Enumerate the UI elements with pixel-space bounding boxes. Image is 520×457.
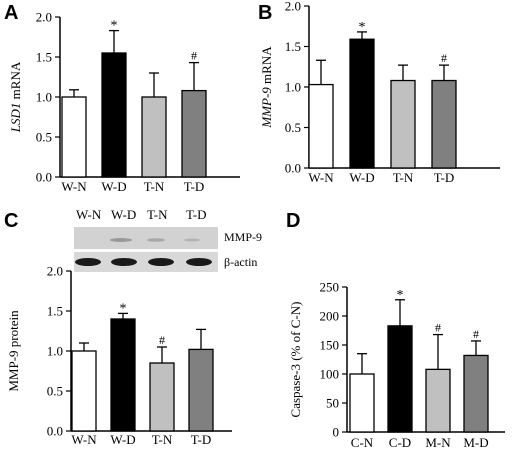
- y-tick-label: 0.5: [285, 120, 301, 135]
- significance-marker: #: [159, 333, 165, 347]
- chart-mmp9-mrna: 0.0 0.5 1.0 1.5 2.0 W-N * W-D T-N # T-D MMP-9 mRNA: [259, 0, 500, 185]
- bar: [431, 79, 457, 169]
- y-tick-label: 100: [320, 367, 340, 382]
- bar: [425, 368, 451, 433]
- significance-marker: *: [111, 19, 118, 34]
- y-tick-label: 250: [320, 280, 340, 295]
- actin-band: [186, 258, 212, 266]
- blot-lane-label: W-N: [76, 207, 102, 222]
- y-tick-label: 1.5: [47, 304, 63, 319]
- x-tick-label: M-N: [425, 435, 451, 450]
- bar: [390, 79, 416, 169]
- blot-band-label-actin: β-actin: [224, 255, 257, 269]
- panel-letter-a: A: [4, 2, 18, 24]
- y-axis-label-text: Caspase-3 (% of C-N): [288, 302, 303, 418]
- y-tick-label: 0.0: [285, 161, 301, 176]
- significance-marker: *: [397, 288, 404, 303]
- y-tick-label: 1.0: [285, 80, 301, 95]
- y-tick-label: 1.5: [285, 39, 301, 54]
- actin-band: [75, 258, 101, 266]
- y-tick-label: 0.0: [47, 424, 63, 439]
- x-tick-label: C-D: [389, 435, 411, 450]
- x-tick-label: M-D: [463, 435, 488, 450]
- y-axis-label-text: mRNA: [8, 61, 23, 102]
- y-tick-label: 50: [326, 396, 339, 411]
- x-tick-label: W-N: [71, 432, 97, 447]
- mmp9-band: [184, 238, 200, 242]
- chart-lsd1-mrna: 0.0 0.5 1.0 1.5 2.0 W-N * W-D T-N # T-D LSD1 mRNA: [8, 10, 240, 194]
- panel-letter-c: C: [4, 210, 18, 232]
- y-tick-label: 1.0: [47, 344, 63, 359]
- x-tick-label: T-N: [144, 179, 165, 194]
- y-tick-label: 0.5: [36, 130, 52, 145]
- bar: [110, 318, 136, 432]
- y-tick-label: 200: [320, 309, 340, 324]
- x-tick-label: T-D: [184, 179, 204, 194]
- bar: [349, 373, 375, 433]
- x-tick-label: W-N: [308, 170, 334, 185]
- y-tick-label: 0.5: [47, 384, 63, 399]
- mmp9-band: [147, 238, 165, 242]
- x-tick-label: T-D: [434, 170, 454, 185]
- mmp9-blot-strip: [74, 227, 218, 249]
- y-axis-label-gene: MMP-9: [259, 87, 274, 129]
- significance-marker: *: [120, 301, 127, 316]
- bar: [101, 52, 127, 178]
- x-tick-label: C-N: [351, 435, 374, 450]
- x-tick-label: W-D: [110, 432, 135, 447]
- bar: [149, 362, 175, 432]
- western-blot: W-N W-D T-N T-D MMP-9 β-actin: [74, 207, 262, 272]
- y-axis-label: MMP-9 mRNA: [259, 46, 274, 129]
- bar: [188, 348, 214, 432]
- y-tick-label: 0.0: [36, 170, 52, 185]
- bar: [308, 83, 334, 169]
- blot-lane-label: W-D: [111, 207, 136, 222]
- significance-marker: #: [441, 51, 447, 65]
- y-axis-label-gene: LSD1: [8, 103, 23, 134]
- y-tick-label: 2.0: [36, 10, 52, 25]
- significance-marker: #: [473, 327, 479, 341]
- bar: [181, 89, 207, 178]
- x-tick-label: T-N: [152, 432, 173, 447]
- significance-marker: #: [191, 49, 197, 63]
- x-tick-label: T-D: [191, 432, 211, 447]
- x-tick-label: W-D: [101, 179, 126, 194]
- bar: [387, 325, 413, 433]
- chart-caspase3: 0 50 100 150 200 250 C-N * C-D # M-N # M-D Caspase-3 …: [288, 280, 505, 450]
- y-axis-label: Caspase-3 (% of C-N): [288, 302, 303, 418]
- bar: [61, 96, 87, 178]
- mmp9-band: [110, 238, 132, 242]
- x-tick-label: T-N: [393, 170, 414, 185]
- bar: [349, 38, 375, 169]
- chart-mmp9-protein: 0.0 0.5 1.0 1.5 2.0 W-N * W-D # T-N T-D MMP-9 prote…: [6, 264, 232, 447]
- y-tick-label: 1.0: [36, 90, 52, 105]
- actin-blot-strip: [74, 252, 218, 272]
- bar: [71, 350, 97, 432]
- panel-letter-d: D: [286, 210, 300, 232]
- blot-lane-label: T-D: [186, 207, 206, 222]
- y-tick-label: 0: [333, 425, 340, 440]
- y-axis-label: LSD1 mRNA: [8, 61, 23, 133]
- bar: [141, 96, 167, 178]
- y-tick-label: 1.5: [36, 50, 52, 65]
- actin-band: [111, 258, 137, 266]
- panel-letter-b: B: [258, 2, 272, 24]
- actin-band: [148, 258, 174, 266]
- blot-band-label-mmp9: MMP-9: [224, 230, 262, 244]
- y-tick-label: 150: [320, 338, 340, 353]
- y-tick-label: 2.0: [285, 0, 301, 14]
- y-axis-label: MMP-9 protein: [6, 310, 21, 392]
- y-tick-label: 2.0: [47, 264, 63, 279]
- significance-marker: #: [435, 321, 441, 335]
- bar: [463, 354, 489, 433]
- x-tick-label: W-N: [61, 179, 87, 194]
- blot-lane-label: T-N: [147, 207, 168, 222]
- y-axis-label-text: mRNA: [259, 46, 274, 87]
- y-axis-label-text: MMP-9 protein: [6, 310, 21, 392]
- x-tick-label: W-D: [349, 170, 374, 185]
- significance-marker: *: [359, 20, 366, 35]
